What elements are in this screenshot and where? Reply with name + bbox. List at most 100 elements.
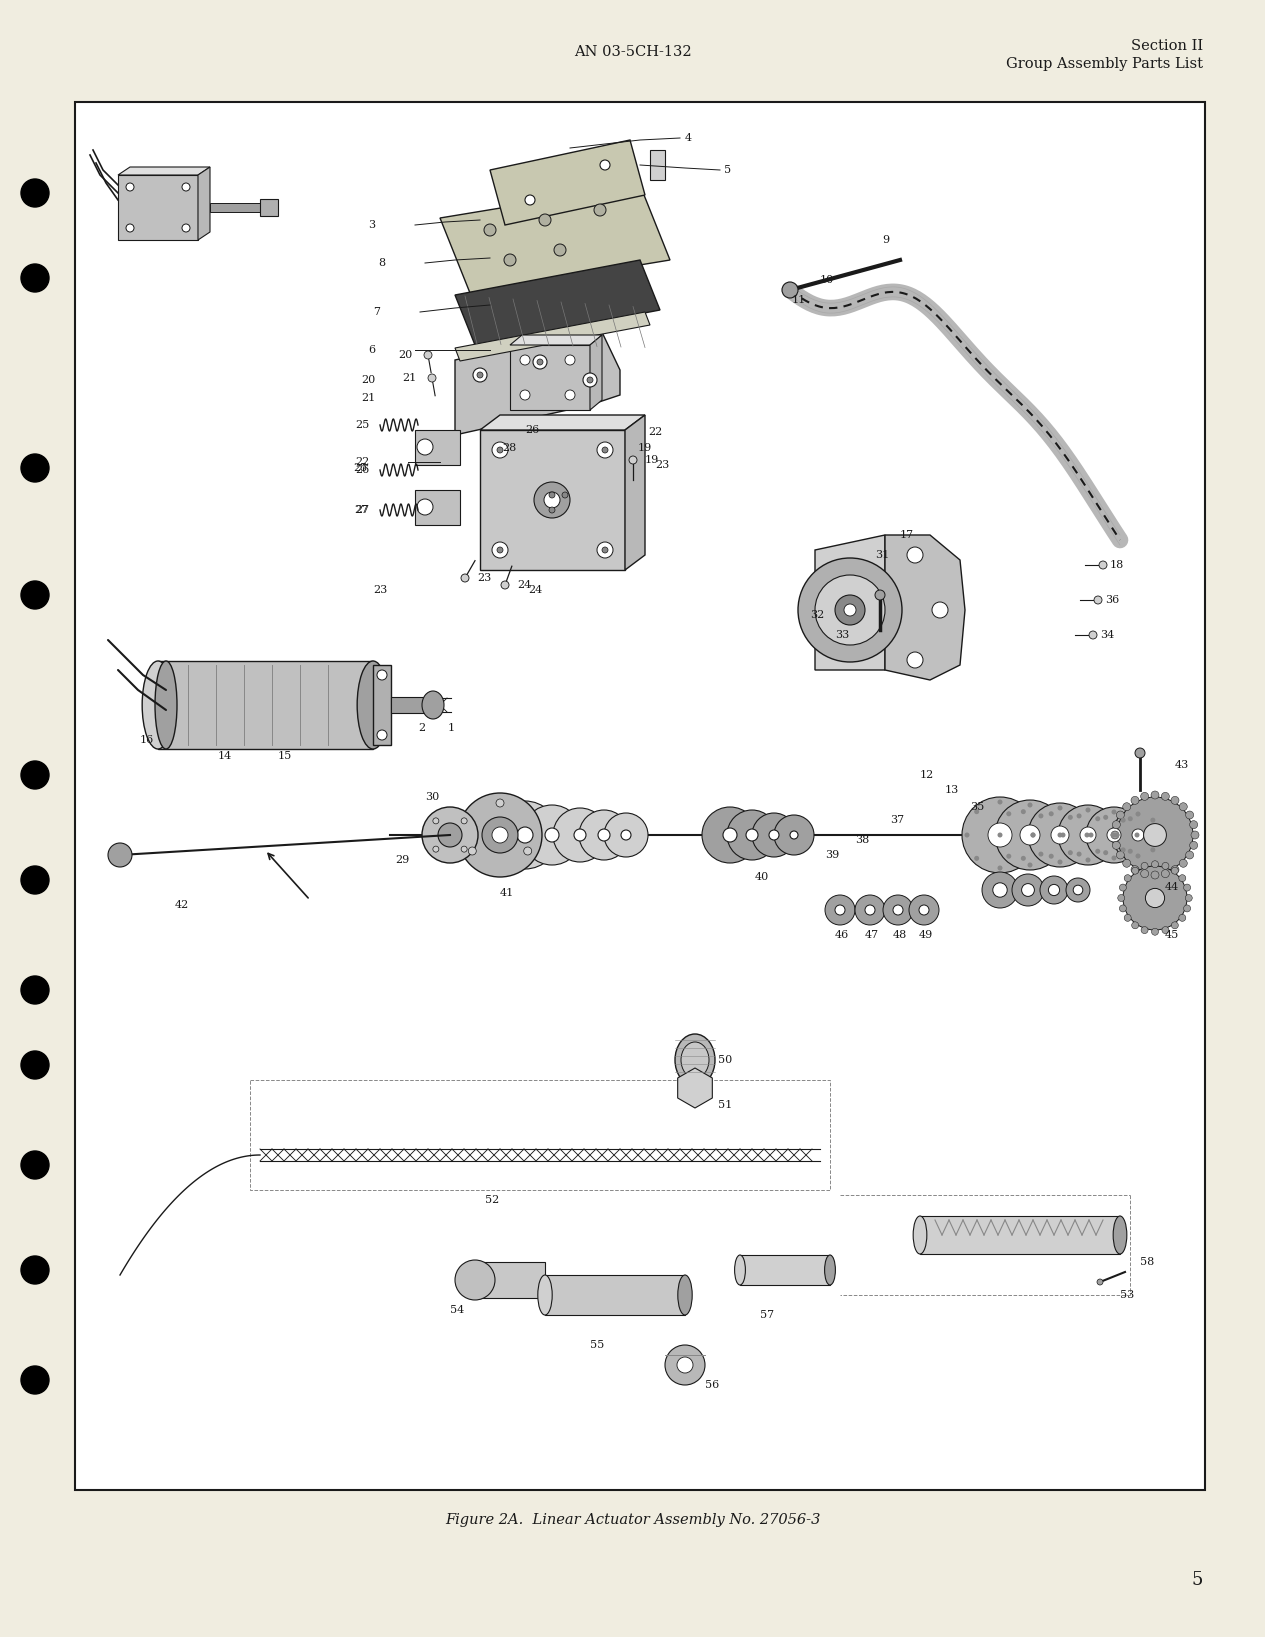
Polygon shape bbox=[886, 535, 965, 679]
Text: 4: 4 bbox=[686, 133, 692, 142]
Circle shape bbox=[598, 828, 610, 841]
Circle shape bbox=[1131, 866, 1138, 874]
Circle shape bbox=[492, 442, 509, 458]
Circle shape bbox=[424, 350, 433, 359]
Ellipse shape bbox=[825, 1256, 835, 1285]
Ellipse shape bbox=[156, 661, 177, 750]
Circle shape bbox=[1145, 889, 1165, 907]
Circle shape bbox=[1121, 817, 1126, 823]
Circle shape bbox=[597, 542, 614, 558]
Circle shape bbox=[1058, 805, 1063, 810]
Circle shape bbox=[1132, 828, 1144, 841]
Text: 32: 32 bbox=[810, 611, 825, 620]
Circle shape bbox=[1111, 833, 1116, 838]
Circle shape bbox=[22, 1051, 49, 1079]
Polygon shape bbox=[118, 167, 210, 175]
Text: 19: 19 bbox=[638, 444, 653, 453]
Circle shape bbox=[549, 493, 555, 498]
Circle shape bbox=[835, 594, 865, 625]
Circle shape bbox=[782, 282, 798, 298]
Text: 20: 20 bbox=[398, 350, 412, 360]
Bar bbox=[415, 431, 460, 465]
Circle shape bbox=[769, 830, 779, 840]
Text: 45: 45 bbox=[1165, 930, 1179, 940]
Circle shape bbox=[1136, 812, 1141, 817]
Circle shape bbox=[1114, 833, 1120, 838]
Circle shape bbox=[1089, 630, 1097, 638]
Text: 29: 29 bbox=[395, 855, 410, 864]
Circle shape bbox=[1073, 886, 1083, 895]
Circle shape bbox=[1077, 814, 1082, 818]
Circle shape bbox=[1125, 915, 1131, 922]
Text: 14: 14 bbox=[218, 751, 233, 761]
Circle shape bbox=[1123, 859, 1131, 868]
Circle shape bbox=[520, 355, 530, 365]
Circle shape bbox=[1163, 927, 1169, 933]
Circle shape bbox=[496, 799, 503, 807]
Circle shape bbox=[996, 800, 1065, 869]
Circle shape bbox=[1077, 851, 1082, 856]
Circle shape bbox=[497, 447, 503, 453]
Bar bbox=[261, 200, 278, 216]
Circle shape bbox=[462, 797, 538, 873]
Polygon shape bbox=[678, 1067, 712, 1108]
Text: 57: 57 bbox=[760, 1310, 774, 1319]
Circle shape bbox=[538, 359, 543, 365]
Text: 13: 13 bbox=[945, 786, 959, 796]
Text: 2: 2 bbox=[417, 724, 425, 733]
Bar bbox=[474, 1262, 545, 1298]
Circle shape bbox=[501, 581, 509, 589]
Circle shape bbox=[1161, 792, 1169, 800]
Circle shape bbox=[798, 558, 902, 661]
Circle shape bbox=[1107, 828, 1121, 841]
Circle shape bbox=[918, 905, 929, 915]
Circle shape bbox=[1132, 868, 1138, 874]
Circle shape bbox=[1128, 817, 1132, 822]
Circle shape bbox=[1027, 863, 1032, 868]
Circle shape bbox=[1151, 928, 1159, 935]
Text: 25: 25 bbox=[355, 421, 369, 431]
Circle shape bbox=[1112, 809, 1164, 861]
Circle shape bbox=[1121, 848, 1126, 853]
Circle shape bbox=[774, 815, 813, 855]
Circle shape bbox=[883, 895, 913, 925]
Text: 54: 54 bbox=[450, 1305, 464, 1315]
Circle shape bbox=[1111, 832, 1120, 840]
Circle shape bbox=[1163, 863, 1169, 869]
Circle shape bbox=[549, 507, 555, 512]
Circle shape bbox=[22, 1151, 49, 1179]
Text: 50: 50 bbox=[719, 1054, 732, 1066]
Text: 18: 18 bbox=[1109, 560, 1125, 570]
Circle shape bbox=[417, 499, 433, 516]
Circle shape bbox=[1156, 833, 1161, 838]
Text: 12: 12 bbox=[920, 769, 935, 779]
Circle shape bbox=[22, 976, 49, 1003]
Circle shape bbox=[1097, 1278, 1103, 1285]
Circle shape bbox=[1095, 817, 1101, 822]
Text: 3: 3 bbox=[368, 219, 374, 231]
Bar bbox=[210, 203, 261, 213]
Circle shape bbox=[22, 453, 49, 481]
Circle shape bbox=[1141, 863, 1149, 869]
Text: 26: 26 bbox=[525, 426, 539, 435]
Text: 42: 42 bbox=[175, 900, 190, 910]
Polygon shape bbox=[455, 327, 620, 435]
Text: 21: 21 bbox=[402, 373, 416, 383]
Circle shape bbox=[491, 800, 559, 869]
Text: 23: 23 bbox=[477, 573, 491, 583]
Circle shape bbox=[1058, 859, 1063, 864]
Circle shape bbox=[1058, 833, 1063, 838]
Circle shape bbox=[893, 905, 903, 915]
Circle shape bbox=[1179, 874, 1185, 882]
Circle shape bbox=[484, 224, 496, 236]
Text: 26: 26 bbox=[355, 465, 369, 475]
Polygon shape bbox=[815, 535, 885, 670]
Circle shape bbox=[553, 809, 607, 863]
Circle shape bbox=[1068, 815, 1073, 820]
Circle shape bbox=[1189, 820, 1198, 828]
Text: 23: 23 bbox=[373, 584, 388, 594]
Text: 58: 58 bbox=[1140, 1257, 1154, 1267]
Circle shape bbox=[875, 589, 885, 601]
Bar bbox=[373, 665, 391, 745]
Circle shape bbox=[1103, 850, 1108, 855]
